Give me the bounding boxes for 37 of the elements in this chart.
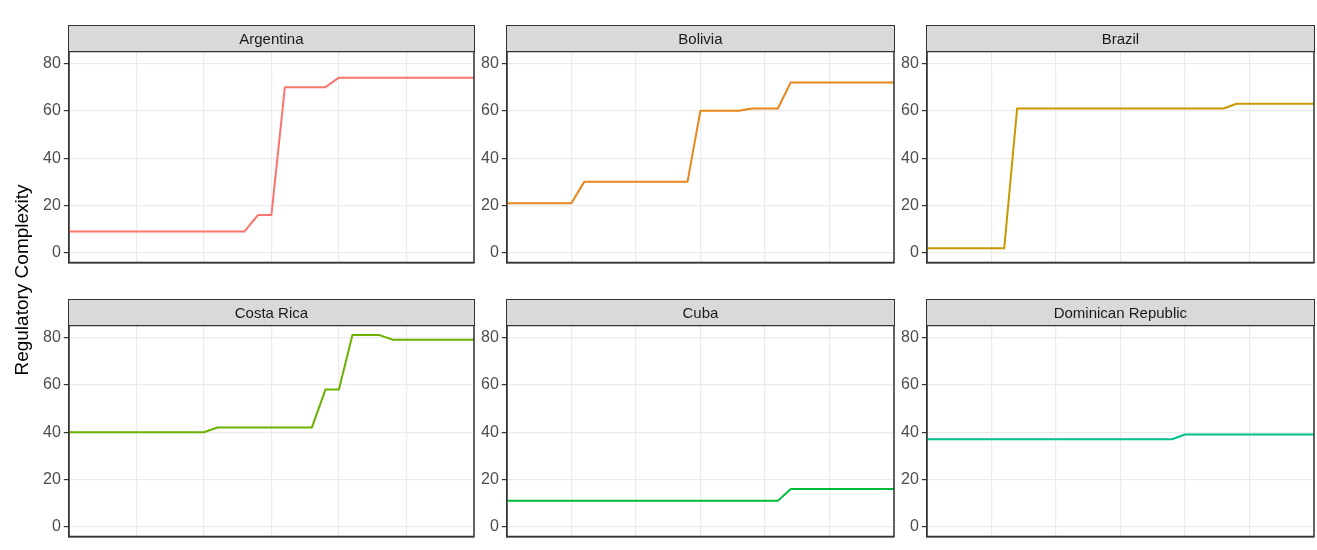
y-tick-label: 20 <box>901 195 919 213</box>
chart-title: Brazil <box>925 24 1315 52</box>
y-tick-label: 60 <box>481 101 499 119</box>
chart-title: Argentina <box>67 24 475 52</box>
y-axis-title: Regulatory Complexity <box>11 184 33 376</box>
y-tick-label: 60 <box>481 375 499 393</box>
y-tick-label: 80 <box>481 53 499 71</box>
chart-title: Costa Rica <box>67 298 475 326</box>
y-tick-label: 40 <box>481 422 499 440</box>
chart-title: Dominican Republic <box>925 298 1315 326</box>
y-tick-label: 20 <box>481 469 499 487</box>
y-tick-label: 0 <box>909 243 919 261</box>
y-tick-label: 60 <box>901 375 919 393</box>
y-tick-label: 20 <box>901 469 919 487</box>
y-tick-label: 80 <box>43 327 61 345</box>
y-tick-label: 0 <box>489 517 499 535</box>
y-tick-label: 80 <box>481 327 499 345</box>
y-tick-label: 60 <box>901 101 919 119</box>
y-tick-label: 20 <box>481 195 499 213</box>
y-tick-label: 0 <box>51 517 61 535</box>
y-tick-label: 80 <box>43 53 61 71</box>
y-tick-label: 80 <box>901 327 919 345</box>
y-tick-label: 40 <box>481 148 499 166</box>
y-tick-label: 40 <box>43 422 61 440</box>
chart-title: Bolivia <box>505 24 895 52</box>
y-tick-label: 40 <box>901 148 919 166</box>
y-tick-label: 20 <box>43 469 61 487</box>
y-tick-label: 60 <box>43 375 61 393</box>
y-tick-label: 0 <box>909 517 919 535</box>
y-tick-label: 20 <box>43 195 61 213</box>
y-tick-label: 40 <box>43 148 61 166</box>
y-tick-label: 40 <box>901 422 919 440</box>
y-tick-label: 0 <box>51 243 61 261</box>
y-tick-label: 80 <box>901 53 919 71</box>
y-tick-label: 60 <box>43 101 61 119</box>
y-tick-label: 0 <box>489 243 499 261</box>
chart-title: Cuba <box>505 298 895 326</box>
